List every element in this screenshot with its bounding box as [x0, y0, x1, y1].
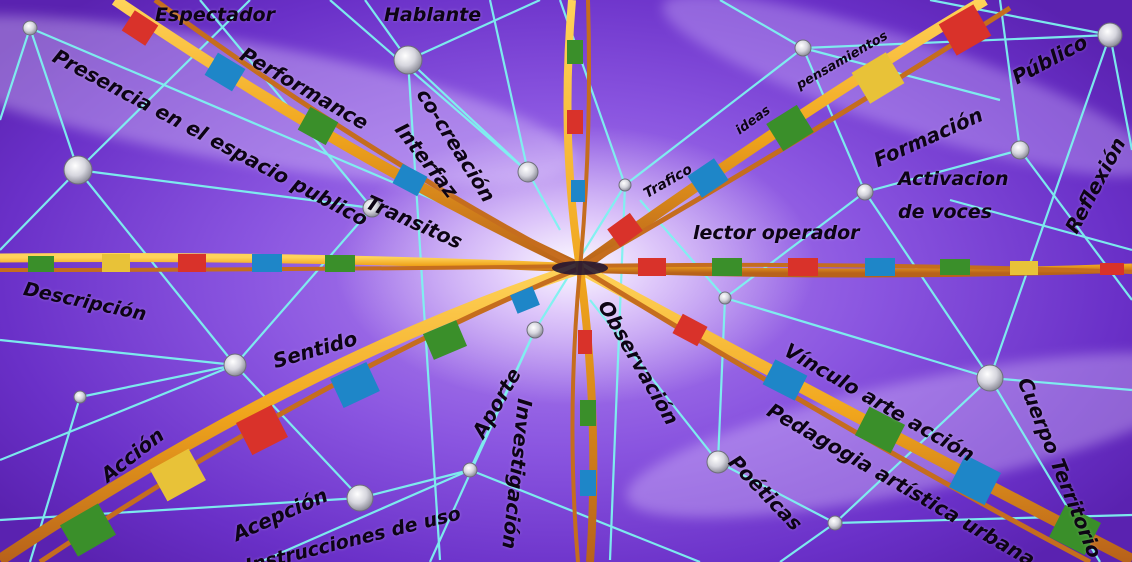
ribbon-strand-upper-left: [111, 0, 583, 273]
network-nodes: [22, 20, 1123, 531]
label-hablante: Hablante: [384, 4, 482, 26]
ribbon-strand-lower-right: [577, 262, 1132, 562]
label-activacion-line1: Activacion: [898, 168, 1009, 190]
label-lector-operador: lector operador: [693, 222, 860, 244]
ribbon-center-knot: [552, 261, 608, 275]
ribbon-color-stripes: [28, 4, 1124, 557]
label-activacion-line2: de voces: [898, 201, 992, 223]
label-espectador: Espectador: [155, 4, 275, 26]
ribbon-strand-lower-left: [0, 262, 582, 562]
